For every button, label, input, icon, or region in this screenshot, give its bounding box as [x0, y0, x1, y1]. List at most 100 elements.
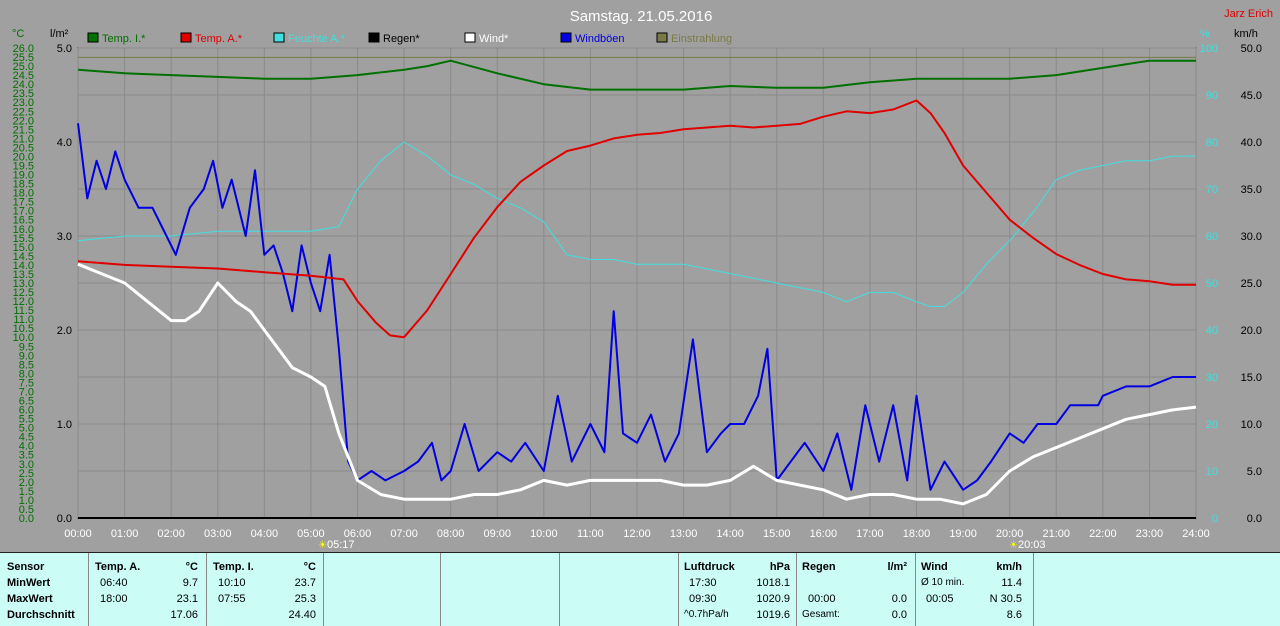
time-tick-label: 24:00	[1182, 528, 1210, 540]
humidity-tick-label: 90	[1206, 90, 1218, 102]
temp-tick-label: 6.5	[19, 396, 34, 408]
temp-tick-label: 25.0	[13, 61, 34, 73]
wind-avg-value: 11.4	[1001, 577, 1022, 589]
sunset-marker: ☀ 20:03	[1009, 539, 1046, 551]
temp-tick-label: 8.0	[19, 368, 34, 380]
temp-a-avg-value: 17.06	[170, 609, 198, 621]
author-label: Jarz Erich	[1224, 8, 1273, 20]
divider	[440, 553, 441, 626]
temp-a-title: Temp. A.	[95, 561, 141, 573]
wind-max-time: 00:05	[926, 593, 954, 605]
temp-tick-label: 14.5	[13, 251, 34, 263]
temp-tick-label: 22.0	[13, 115, 34, 127]
temp-a-min-time: 06:40	[100, 577, 128, 589]
luftdruck-avg-value: 1019.6	[756, 609, 790, 621]
temp-tick-label: 17.5	[13, 197, 34, 209]
wind-tick-label: 15.0	[1241, 372, 1262, 384]
legend-swatch	[180, 32, 192, 43]
temp-tick-label: 16.0	[13, 224, 34, 236]
temp-i-unit: °C	[303, 561, 316, 573]
time-tick-label: 07:00	[390, 528, 418, 540]
legend-label: Temp. I.*	[102, 33, 146, 45]
legend-label: Regen*	[383, 33, 420, 45]
rain-unit-label: l/m²	[50, 28, 69, 40]
time-tick-label: 20:00	[996, 528, 1024, 540]
time-tick-label: 11:00	[577, 528, 604, 540]
rain-tick-label: 3.0	[57, 231, 72, 243]
time-axis: 00:00 01:00 02:00 03:00 04:00 05:00 06:00 07:00…	[64, 528, 1210, 540]
temp-tick-label: 13.5	[13, 269, 34, 281]
temp-tick-label: 11.0	[13, 314, 34, 326]
time-tick-label: 01:00	[111, 528, 139, 540]
humidity-axis: 0 10 20 30 40 50 60 70 80 90 100	[1200, 43, 1218, 525]
legend-label: Temp. A.*	[195, 33, 243, 45]
divider	[323, 553, 324, 626]
minwert-label: MinWert	[7, 577, 51, 589]
time-tick-label: 14:00	[716, 528, 744, 540]
humidity-tick-label: 40	[1206, 325, 1218, 337]
humidity-tick-label: 50	[1206, 278, 1218, 290]
regen-title: Regen	[802, 561, 836, 573]
luftdruck-unit: hPa	[769, 561, 790, 573]
wind-tick-label: 35.0	[1241, 184, 1262, 196]
temp-tick-label: 19.0	[13, 170, 34, 182]
divider	[915, 553, 916, 626]
legend: Temp. I.* Temp. A.* Feuchte A.* Regen* Wind*…	[87, 32, 732, 45]
humidity-tick-label: 60	[1206, 231, 1218, 243]
wind-tick-label: 5.0	[1247, 466, 1262, 478]
time-tick-label: 04:00	[251, 528, 279, 540]
luftdruck-trend: ^0.7hPa/h	[684, 609, 729, 620]
time-tick-label: 06:00	[344, 528, 372, 540]
time-tick-label: 00:00	[64, 528, 92, 540]
rain-tick-label: 2.0	[57, 325, 72, 337]
temp-i-avg-value: 24.40	[288, 609, 316, 621]
temp-tick-label: 25.5	[13, 52, 34, 64]
legend-swatch	[464, 32, 476, 43]
wind-tick-label: 20.0	[1241, 325, 1262, 337]
wind-tick-label: 50.0	[1241, 43, 1262, 55]
rain-tick-label: 5.0	[57, 43, 72, 55]
temp-tick-label: 2.5	[19, 468, 34, 480]
sun-icon: ☀	[1009, 540, 1018, 551]
temp-tick-label: 7.0	[19, 386, 34, 398]
wind-tick-label: 10.0	[1241, 419, 1262, 431]
luftdruck-max-value: 1020.9	[756, 593, 790, 605]
rain-tick-label: 0.0	[57, 513, 72, 525]
temp-tick-label: 15.5	[13, 233, 34, 245]
temp-tick-label: 6.0	[19, 405, 34, 417]
temp-tick-label: 3.0	[19, 459, 34, 471]
humidity-tick-label: 80	[1206, 137, 1218, 149]
temp-tick-label: 18.0	[13, 188, 34, 200]
temp-i-min-value: 23.7	[294, 577, 316, 589]
regen-max-value: 0.0	[891, 593, 907, 605]
temp-tick-label: 12.5	[13, 287, 34, 299]
temp-a-unit: °C	[185, 561, 198, 573]
divider	[678, 553, 679, 626]
temp-tick-label: 21.0	[13, 133, 34, 145]
wind-avg-label: Ø 10 min.	[921, 577, 965, 588]
divider	[88, 553, 89, 626]
temp-a-max-time: 18:00	[100, 593, 128, 605]
humidity-tick-label: 30	[1206, 372, 1218, 384]
temp-tick-label: 3.5	[19, 450, 34, 462]
luftdruck-max-time: 09:30	[689, 593, 717, 605]
temp-unit-label: °C	[12, 28, 24, 40]
sunset-label: 20:03	[1018, 539, 1046, 551]
temp-tick-label: 23.5	[13, 88, 34, 100]
time-tick-label: 05:00	[297, 528, 325, 540]
temp-tick-label: 0.5	[19, 504, 34, 516]
series-line-wind	[77, 262, 1197, 506]
time-tick-label: 22:00	[1089, 528, 1117, 540]
temp-tick-label: 11.5	[13, 305, 34, 317]
wind-tick-label: 30.0	[1241, 231, 1262, 243]
rain-axis: 0.0 1.0 2.0 3.0 4.0 5.0	[57, 43, 72, 525]
durchschnitt-label: Durchschnitt	[7, 609, 75, 621]
rain-tick-label: 4.0	[57, 137, 72, 149]
time-tick-label: 21:00	[1042, 528, 1070, 540]
time-tick-label: 15:00	[763, 528, 791, 540]
temp-tick-label: 13.0	[13, 278, 34, 290]
temp-tick-label: 10.5	[13, 323, 34, 335]
weather-chart: Samstag. 21.05.2016 Jarz Erich °C l/m² %…	[12, 8, 1273, 551]
time-tick-label: 02:00	[157, 528, 185, 540]
temp-tick-label: 4.0	[19, 441, 34, 453]
